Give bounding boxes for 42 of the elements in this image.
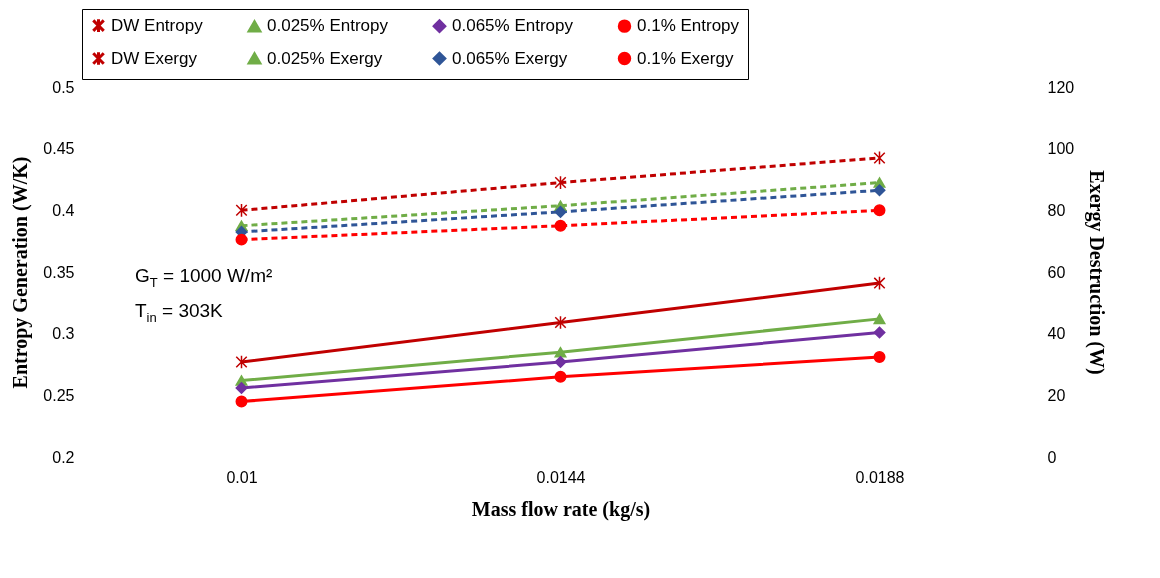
point: [873, 276, 886, 291]
x-tick-label: 0.0144: [536, 468, 586, 486]
legend-label: DW Entropy: [111, 15, 204, 35]
point: [235, 381, 248, 394]
point: [873, 351, 886, 364]
y-tick-label: 0.5: [52, 78, 75, 96]
x-tick-label: 0.0188: [855, 468, 905, 486]
point: [554, 315, 567, 330]
y-tick-label: 0.45: [43, 140, 75, 158]
y-tick-label: 0.2: [52, 448, 75, 466]
legend-label: 0.1% Entropy: [637, 16, 740, 36]
y2-tick-label: 20: [1047, 386, 1066, 404]
y2-tick-label: 120: [1047, 78, 1075, 96]
y-tick-label: 0.25: [43, 386, 75, 404]
legend-label: 0.1% Exergy: [637, 48, 734, 68]
x-tick-label: 0.01: [226, 468, 258, 486]
y-tick-label: 0.3: [52, 325, 75, 343]
point: [554, 175, 567, 190]
point: [554, 205, 567, 218]
y2-tick-label: 80: [1047, 201, 1066, 219]
y2-tick-label: 0: [1047, 448, 1057, 466]
point: [235, 354, 248, 370]
annotation: G$_{T}$ = 1000 W/m²: [135, 264, 273, 292]
point: [873, 150, 886, 165]
y2-axis-title: Exergy Destruction (W): [1085, 170, 1109, 375]
y-tick-label: 0.35: [43, 263, 75, 281]
y2-tick-label: 40: [1047, 325, 1066, 343]
legend-label: 0.025% Entropy: [267, 16, 389, 36]
legend-label: 0.065% Entropy: [452, 16, 574, 36]
legend-label: 0.065% Exergy: [452, 48, 568, 68]
legend-label: 0.025% Exergy: [267, 48, 383, 68]
y-tick-label: 0.4: [52, 201, 75, 219]
x-axis-title: Mass flow rate (kg/s): [471, 497, 651, 521]
y2-tick-label: 100: [1047, 140, 1075, 158]
point: [554, 356, 567, 369]
point: [554, 370, 567, 383]
y-axis-title: Entropy Generation (W/K): [9, 156, 33, 389]
annotation: T$_{in}$ = 303K: [135, 298, 224, 327]
y2-tick-label: 60: [1047, 263, 1066, 281]
point: [554, 219, 567, 232]
legend-label: DW Exergy: [111, 48, 198, 68]
point: [235, 203, 248, 218]
